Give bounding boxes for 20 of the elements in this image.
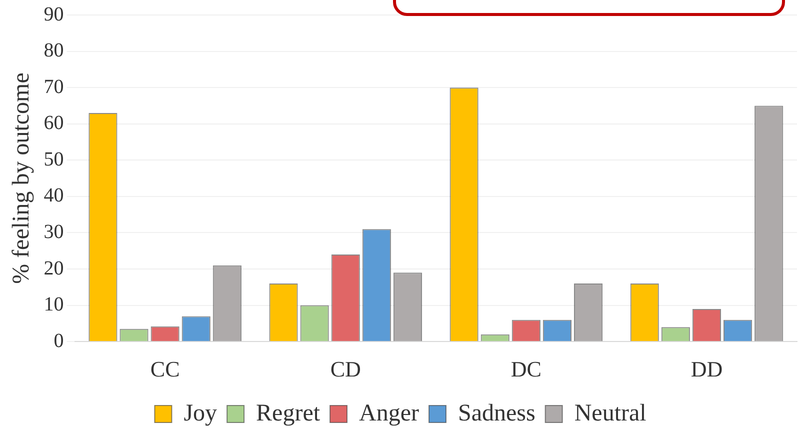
y-tick-label: 20 [44,257,64,280]
y-tick-label: 30 [44,220,64,243]
x-tick-label: DC [510,356,542,382]
y-tick-label: 60 [44,112,64,134]
y-tick-label: 0 [54,330,64,352]
y-axis-title: % feeling by outcome [8,72,35,284]
y-tick-label: 90 [44,3,64,26]
y-tick-label: 80 [44,40,64,62]
legend-label: Neutral [574,400,647,426]
y-tick-label: 70 [44,76,64,98]
y-tick-label: 40 [44,184,64,207]
legend-label: Joy [184,400,218,426]
y-tick-label: 10 [44,294,64,316]
x-tick-label: CC [150,356,180,382]
y-tick-label: 50 [44,148,64,170]
legend-label: Regret [256,400,320,426]
x-tick-label: CD [330,356,361,382]
x-tick-label: DD [690,356,723,382]
legend-label: Anger [359,400,420,426]
legend-label: Sadness [458,400,536,426]
